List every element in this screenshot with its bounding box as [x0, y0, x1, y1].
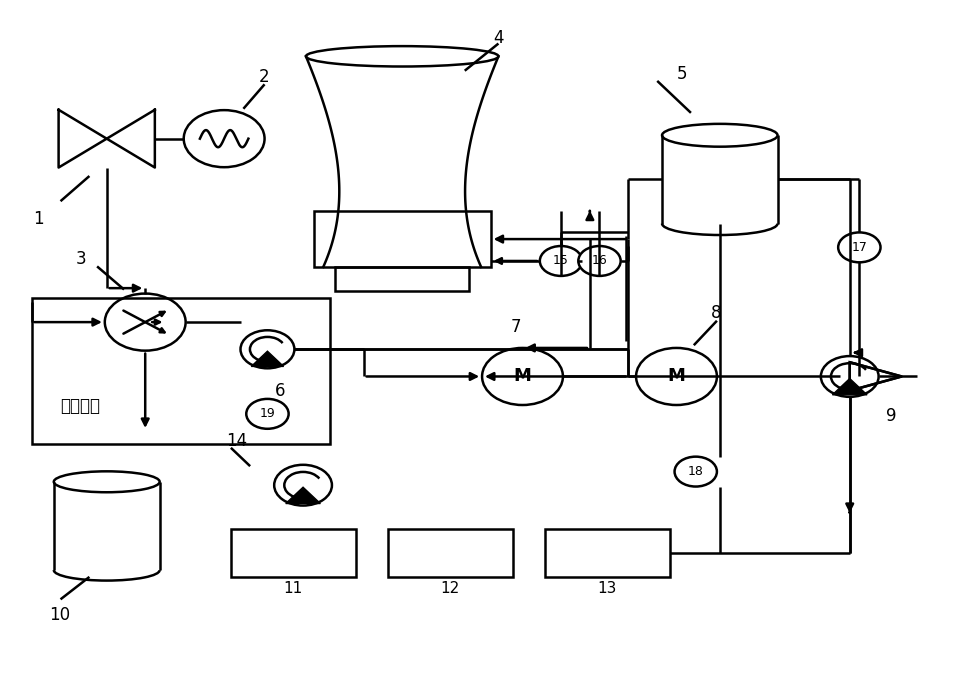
- Text: 11: 11: [284, 581, 303, 596]
- Text: 19: 19: [259, 408, 275, 421]
- Text: 17: 17: [852, 241, 867, 254]
- Circle shape: [105, 294, 186, 351]
- Bar: [388, 530, 513, 577]
- Circle shape: [675, 457, 717, 486]
- Text: 1: 1: [34, 210, 45, 228]
- Text: 13: 13: [597, 581, 617, 596]
- Polygon shape: [262, 360, 273, 364]
- Text: 14: 14: [227, 432, 247, 450]
- Text: 4: 4: [494, 29, 504, 47]
- Text: M: M: [668, 367, 685, 386]
- Circle shape: [578, 246, 620, 276]
- Text: 2: 2: [258, 68, 269, 86]
- Text: 12: 12: [440, 581, 460, 596]
- Text: 9: 9: [887, 408, 896, 425]
- Bar: [314, 211, 491, 267]
- Text: 7: 7: [511, 318, 522, 336]
- Text: 去精处理: 去精处理: [61, 397, 101, 415]
- Circle shape: [482, 348, 563, 405]
- Text: 8: 8: [711, 304, 721, 322]
- Text: 6: 6: [275, 382, 286, 400]
- Text: 16: 16: [591, 254, 607, 267]
- Circle shape: [184, 110, 264, 167]
- Bar: [545, 530, 670, 577]
- Bar: [335, 267, 469, 290]
- Polygon shape: [832, 379, 867, 395]
- Text: 18: 18: [688, 465, 704, 478]
- Bar: [32, 299, 330, 445]
- Circle shape: [838, 232, 881, 262]
- Circle shape: [274, 465, 332, 506]
- Circle shape: [540, 246, 582, 276]
- Circle shape: [240, 330, 294, 369]
- Polygon shape: [286, 487, 320, 503]
- Text: 10: 10: [49, 606, 70, 624]
- Circle shape: [246, 399, 288, 429]
- Bar: [231, 530, 356, 577]
- Circle shape: [821, 356, 879, 397]
- Text: 15: 15: [553, 254, 569, 267]
- Circle shape: [636, 348, 717, 405]
- Polygon shape: [297, 497, 309, 501]
- Polygon shape: [252, 351, 284, 366]
- Text: 5: 5: [677, 65, 687, 83]
- Polygon shape: [844, 388, 856, 393]
- Text: 3: 3: [76, 250, 86, 268]
- Text: M: M: [514, 367, 531, 386]
